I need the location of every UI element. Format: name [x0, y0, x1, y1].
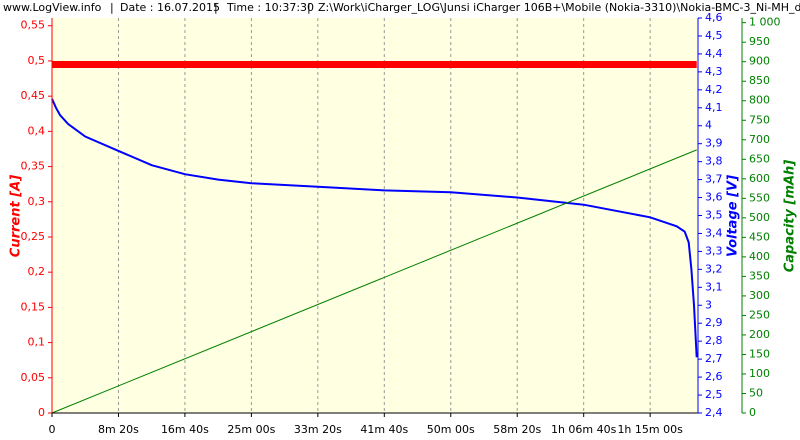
y-tick-label: 2,9 — [705, 316, 723, 329]
y-tick-label: 2,6 — [705, 370, 723, 383]
x-tick-label: 33m 20s — [294, 423, 342, 436]
y-tick-label: 4,2 — [705, 83, 723, 96]
x-tick-label: 1h 15m 00s — [617, 423, 683, 436]
x-tick-label: 41m 40s — [360, 423, 408, 436]
date: Date : 16.07.2015 — [120, 1, 220, 14]
x-tick-label: 16m 40s — [161, 423, 209, 436]
y2-axis-title: Voltage [V] — [726, 175, 741, 257]
y-tick-label: 3,6 — [705, 191, 723, 204]
separator: | — [307, 1, 311, 14]
x-tick-label: 1h 06m 40s — [551, 423, 617, 436]
y-tick-label: 4,1 — [705, 101, 723, 114]
x-tick-label: 8m 20s — [98, 423, 139, 436]
y-tick-label: 0,15 — [21, 300, 46, 313]
x-tick-label: 25m 00s — [227, 423, 275, 436]
y-tick-label: 300 — [749, 289, 770, 302]
separator: | — [110, 1, 114, 14]
y-tick-label: 3,3 — [705, 244, 723, 257]
x-tick-label: 0 — [49, 423, 56, 436]
y-tick-label: 700 — [749, 133, 770, 146]
y3-axis-title: Capacity [mAh] — [783, 160, 798, 273]
y-tick-label: 3,7 — [705, 173, 723, 186]
y-tick-label: 0,1 — [28, 336, 46, 349]
file-path: Z:\Work\iCharger_LOG\Junsi iCharger 106B… — [318, 1, 800, 14]
series-line — [51, 149, 697, 414]
site: www.LogView.info — [3, 1, 102, 14]
y-tick-label: 0,35 — [21, 160, 46, 173]
y-tick-label: 400 — [749, 250, 770, 263]
y-tick-label: 2,7 — [705, 352, 723, 365]
y-tick-label: 3,2 — [705, 262, 723, 275]
y-tick-label: 200 — [749, 328, 770, 341]
y-tick-label: 0,4 — [28, 124, 46, 137]
y-tick-label: 550 — [749, 191, 770, 204]
y-tick-label: 800 — [749, 94, 770, 107]
y-tick-label: 350 — [749, 269, 770, 282]
y-tick-label: 1 000 — [749, 16, 781, 29]
y-tick-label: 2,5 — [705, 388, 723, 401]
y-tick-label: 450 — [749, 230, 770, 243]
y-tick-label: 3,1 — [705, 280, 723, 293]
y-tick-label: 100 — [749, 367, 770, 380]
y-tick-label: 750 — [749, 113, 770, 126]
y-tick-label: 0,2 — [28, 265, 46, 278]
y-tick-label: 3,5 — [705, 209, 723, 222]
y-tick-label: 3,8 — [705, 155, 723, 168]
y-tick-label: 600 — [749, 172, 770, 185]
separator: | — [214, 1, 218, 14]
y-tick-label: 4 — [705, 119, 712, 132]
y-tick-label: 900 — [749, 55, 770, 68]
y-axis-title: Current [A] — [9, 175, 24, 257]
x-tick-label: 50m 00s — [427, 423, 475, 436]
y-tick-label: 250 — [749, 308, 770, 321]
header: www.LogView.info | Date : 16.07.2015 | T… — [3, 1, 800, 14]
y-tick-label: 2,4 — [705, 406, 723, 419]
plot — [51, 18, 698, 414]
series-line — [51, 98, 698, 358]
x-tick-label: 58m 20s — [493, 423, 541, 436]
y-tick-label: 650 — [749, 152, 770, 165]
y-tick-label: 0,55 — [21, 19, 46, 32]
plot-area — [52, 18, 698, 413]
y-tick-label: 50 — [749, 386, 763, 399]
y-tick-label: 150 — [749, 347, 770, 360]
y-tick-label: 0 — [749, 406, 756, 419]
y-tick-label: 0 — [38, 406, 45, 419]
y-tick-label: 0,5 — [28, 54, 46, 67]
time: Time : 10:37:30 — [226, 1, 314, 14]
y-tick-label: 4,6 — [705, 11, 723, 24]
y-tick-label: 4,5 — [705, 29, 723, 42]
y-tick-label: 0,25 — [21, 230, 46, 243]
y-tick-label: 0,3 — [28, 195, 46, 208]
y-tick-label: 2,8 — [705, 334, 723, 347]
y-tick-label: 500 — [749, 211, 770, 224]
y-tick-label: 0,05 — [21, 371, 46, 384]
y-tick-label: 950 — [749, 35, 770, 48]
y-tick-label: 850 — [749, 74, 770, 87]
y-tick-label: 0,45 — [21, 89, 46, 102]
y-tick-label: 3,4 — [705, 226, 723, 239]
y-tick-label: 3 — [705, 298, 712, 311]
y-tick-label: 4,3 — [705, 65, 723, 78]
y-tick-label: 4,4 — [705, 47, 723, 60]
y-tick-label: 3,9 — [705, 137, 723, 150]
